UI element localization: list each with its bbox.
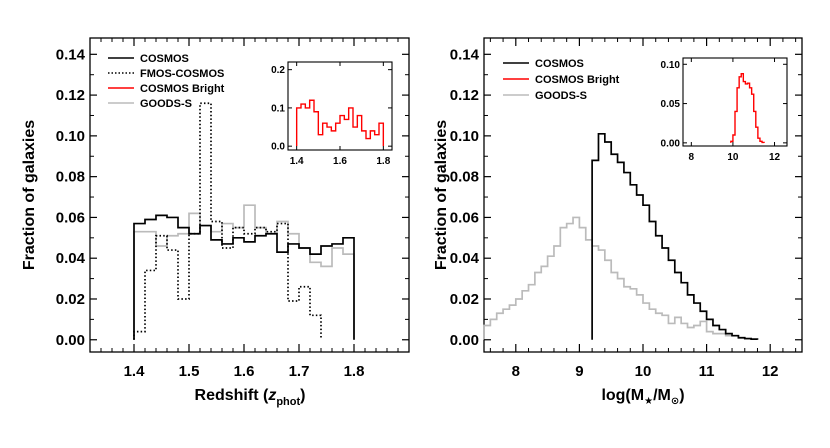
inset-stellar-mass: 0.00 0.05 0.10 8 10 12 [661,57,788,163]
histograms-redshift [133,102,355,340]
panel0-series-cosmos [133,214,355,340]
panel0-xtick-label: 1.8 [344,363,365,380]
panel0-xtick-label: 1.6 [234,363,255,380]
panel0-inset-series [295,99,385,147]
panel1-ytick-label: 0.10 [450,128,479,145]
panel1-xtick-label: 11 [699,363,715,380]
x-label-mass-mid: /M [653,387,671,404]
x-label-redshift-z: z [267,387,276,404]
panel1-inset-xtick-label: 10 [727,152,739,163]
legend-label-cosmos-bright-r: COSMOS Bright [535,74,620,86]
panel1-inset-series [730,73,765,144]
x-label-mass-star: ★ [644,396,653,407]
panel1-inset-xtick-label: 12 [769,152,781,163]
x-label-redshift-sub: phot [276,396,300,408]
legend-redshift: COSMOS FMOS-COSMOS COSMOS Bright GOODS-S [108,53,225,110]
panel1-xtick-label: 12 [762,363,779,380]
legend-label-cosmos-bright: COSMOS Bright [140,83,225,95]
y-axis-label-stellar-mass: Fraction of galaxies [433,120,450,270]
panel0-ytick-label: 0.04 [56,250,86,267]
inset-histogram-redshift [295,99,385,147]
inset-redshift: 0.0 0.1 0.2 1.4 1.6 1.8 [271,61,393,167]
panel0-xtick-label: 1.7 [289,363,310,380]
panel1-ytick-label: 0.14 [450,46,480,63]
panel0-series-goods-s [133,204,355,340]
panel0-inset-ytick-label: 0.0 [271,142,285,153]
legend-label-fmos: FMOS-COSMOS [140,68,224,80]
panel0-inset-xtick-label: 1.6 [333,156,347,167]
axis-ticks-stellar-mass: 0.00 0.02 0.04 0.06 0.08 0.10 0.12 0.14 8 9 10 11 12 [450,38,802,380]
panel1-inset-ytick-label: 0.00 [661,138,681,149]
inset-frame-redshift [287,61,393,151]
legend-label-goods: GOODS-S [140,98,192,110]
panel1-ytick-label: 0.12 [450,87,479,104]
panel1-xtick-label: 10 [635,363,652,380]
panel1-xtick-label: 9 [575,363,583,380]
y-axis-label-redshift: Fraction of galaxies [21,120,38,270]
legend-label-cosmos-r: COSMOS [535,58,584,70]
panel0-ytick-label: 0.06 [56,209,85,226]
panel0-inset-xtick-label: 1.4 [290,156,304,167]
panel0-ytick-label: 0.14 [56,46,86,63]
x-label-mass-close: ) [679,387,684,404]
panel1-inset-ytick-label: 0.10 [661,60,681,71]
legend-label-goods-r: GOODS-S [535,90,587,102]
inset-histogram-stellar-mass [730,73,765,144]
panel0-ytick-label: 0.08 [56,169,85,186]
panel0-ytick-label: 0.00 [56,332,85,349]
x-label-mass-sun: ⊙ [671,396,679,407]
panel0-inset-ytick-label: 0.1 [271,103,285,114]
panel0-xtick-label: 1.5 [179,363,200,380]
axis-ticks-redshift: 0.00 0.02 0.04 0.06 0.08 0.10 0.12 0.14 1.4 1.5 1.… [56,38,409,380]
panel0-series-fmos-cosmos [133,102,322,340]
panel1-ytick-label: 0.00 [450,332,479,349]
x-label-redshift-main: Redshift ( [195,387,269,404]
panel1-ytick-label: 0.02 [450,291,479,308]
inset-ticks-redshift: 0.0 0.1 0.2 1.4 1.6 1.8 [271,62,392,167]
panel0-ytick-label: 0.02 [56,291,85,308]
panel1-inset-xtick-label: 8 [689,152,695,163]
histograms-stellar-mass [483,132,759,340]
panel0-xtick-label: 1.4 [124,363,146,380]
panel1-inset-ytick-label: 0.05 [661,99,681,110]
x-axis-label-stellar-mass: log(M★/M⊙) [601,387,684,407]
panel1-xtick-label: 8 [512,363,520,380]
legend-label-cosmos: COSMOS [140,53,189,65]
panel1-ytick-label: 0.08 [450,169,479,186]
panel1-series-goods-s [483,216,752,340]
legend-stellar-mass: COSMOS COSMOS Bright GOODS-S [503,58,620,102]
x-axis-label-redshift: Redshift (zphot) [195,387,306,408]
panel0-inset-ytick-label: 0.2 [271,65,285,76]
panel-redshift: 0.00 0.02 0.04 0.06 0.08 0.10 0.12 0.14 1.4 1.5 1.… [21,37,410,408]
inset-ticks-stellar-mass: 0.00 0.05 0.10 8 10 12 [661,58,787,163]
panel1-ytick-label: 0.04 [450,250,480,267]
panel-stellar-mass: 0.00 0.02 0.04 0.06 0.08 0.10 0.12 0.14 8 9 10 11 12… [433,37,803,407]
panel0-inset-xtick-label: 1.8 [376,156,390,167]
panel0-ytick-label: 0.10 [56,128,85,145]
plot-frame-left [89,37,410,353]
panel0-ytick-label: 0.12 [56,87,85,104]
x-label-redshift-close: ) [300,387,305,404]
panel1-series-cosmos [591,132,759,340]
x-label-mass-main: log(M [601,387,644,404]
panel1-ytick-label: 0.06 [450,209,479,226]
